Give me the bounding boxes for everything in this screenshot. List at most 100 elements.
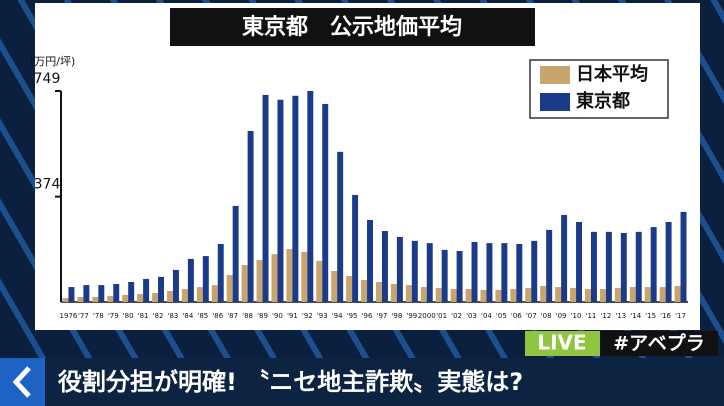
hashtag: #アベプラ	[613, 332, 705, 355]
bar	[441, 249, 448, 302]
bar	[680, 211, 687, 302]
x-tick-label: '15	[645, 312, 656, 320]
bar	[113, 283, 120, 302]
legend-swatch	[540, 66, 570, 84]
x-tick-label: '13	[615, 312, 626, 320]
bar	[361, 280, 368, 302]
hashtag-box	[600, 331, 718, 356]
x-tick-label: '17	[675, 312, 686, 320]
bar	[570, 287, 577, 302]
x-tick-label: '87	[227, 312, 238, 320]
bar	[202, 256, 209, 302]
y-unit: (万円/坪)	[30, 55, 75, 68]
x-tick-label: '11	[586, 312, 597, 320]
bar	[635, 231, 642, 302]
legend-label: 日本平均	[576, 63, 648, 85]
bar	[196, 287, 203, 302]
live-text: LIVE	[537, 331, 586, 355]
x-tick-label: '96	[362, 312, 373, 320]
x-tick-label: '94	[332, 312, 343, 320]
x-tick-label: '83	[168, 312, 179, 320]
bar	[143, 278, 150, 302]
bar	[390, 283, 397, 302]
bar	[516, 243, 523, 302]
x-tick-label: '80	[123, 312, 134, 320]
bar	[262, 94, 269, 302]
bar	[187, 258, 194, 302]
bar	[247, 131, 254, 302]
bar	[107, 296, 114, 302]
bar	[599, 289, 606, 302]
bar	[510, 289, 517, 302]
x-tick-label: '88	[242, 312, 253, 320]
x-tick-label: '82	[153, 312, 164, 320]
bar	[426, 243, 433, 302]
x-tick-label: '06	[511, 312, 522, 320]
legend-label: 東京都	[576, 90, 630, 112]
legend-swatch	[540, 93, 570, 111]
bar	[584, 289, 591, 302]
x-tick-label: '81	[138, 312, 149, 320]
chart-title: 東京都 公示地価平均	[242, 14, 462, 40]
bar	[486, 243, 493, 302]
bar	[471, 241, 478, 302]
bar	[286, 249, 293, 302]
bar	[501, 243, 508, 302]
bar	[211, 285, 218, 302]
bar	[456, 251, 463, 302]
x-tick-label: '86	[212, 312, 223, 320]
caption: 役割分担が明確! 〝ニセ地主詐欺〟実態は?	[57, 368, 523, 396]
bar	[322, 103, 329, 302]
x-tick-label: '77	[78, 312, 89, 320]
x-tick-label: '03	[466, 312, 477, 320]
bar	[411, 240, 418, 302]
x-tick-label: '95	[347, 312, 358, 320]
bar	[181, 289, 188, 302]
x-tick-label: '16	[660, 312, 671, 320]
bar	[77, 296, 84, 302]
bar	[396, 236, 403, 302]
x-tick-label: '90	[272, 312, 283, 320]
bar	[381, 231, 388, 302]
y-tick-label: 749	[34, 71, 61, 87]
x-tick-label: '99	[406, 312, 417, 320]
x-tick-label: '04	[481, 312, 492, 320]
x-tick-label: '98	[391, 312, 402, 320]
bar	[292, 95, 299, 302]
bar	[555, 287, 562, 302]
bar	[301, 251, 308, 302]
bar	[450, 289, 457, 302]
bar	[62, 298, 69, 302]
bar	[346, 276, 353, 302]
live-badge	[525, 331, 600, 356]
bar	[271, 254, 278, 302]
x-tick-label: '97	[377, 312, 388, 320]
bar	[307, 91, 314, 302]
x-tick-label: '79	[108, 312, 119, 320]
bar	[367, 220, 374, 302]
caption-bar	[0, 358, 724, 406]
bar	[172, 269, 179, 302]
y-tick-label: 374	[34, 177, 61, 193]
bar	[644, 287, 651, 302]
bar	[98, 285, 105, 302]
bar	[659, 287, 666, 302]
x-tick-label: '14	[630, 312, 641, 320]
bar	[217, 243, 224, 302]
bar	[166, 291, 173, 302]
bar	[590, 231, 597, 302]
bar	[256, 260, 263, 302]
back-button[interactable]	[0, 358, 45, 406]
bar	[435, 287, 442, 302]
bar	[495, 289, 502, 302]
bar	[540, 285, 547, 302]
bar	[277, 99, 284, 303]
bar	[83, 285, 90, 302]
x-tick-label: 2000	[418, 312, 436, 320]
bar	[337, 151, 344, 302]
bar	[674, 285, 681, 302]
x-tick-label: '02	[451, 312, 462, 320]
x-tick-label: '84	[182, 312, 193, 320]
